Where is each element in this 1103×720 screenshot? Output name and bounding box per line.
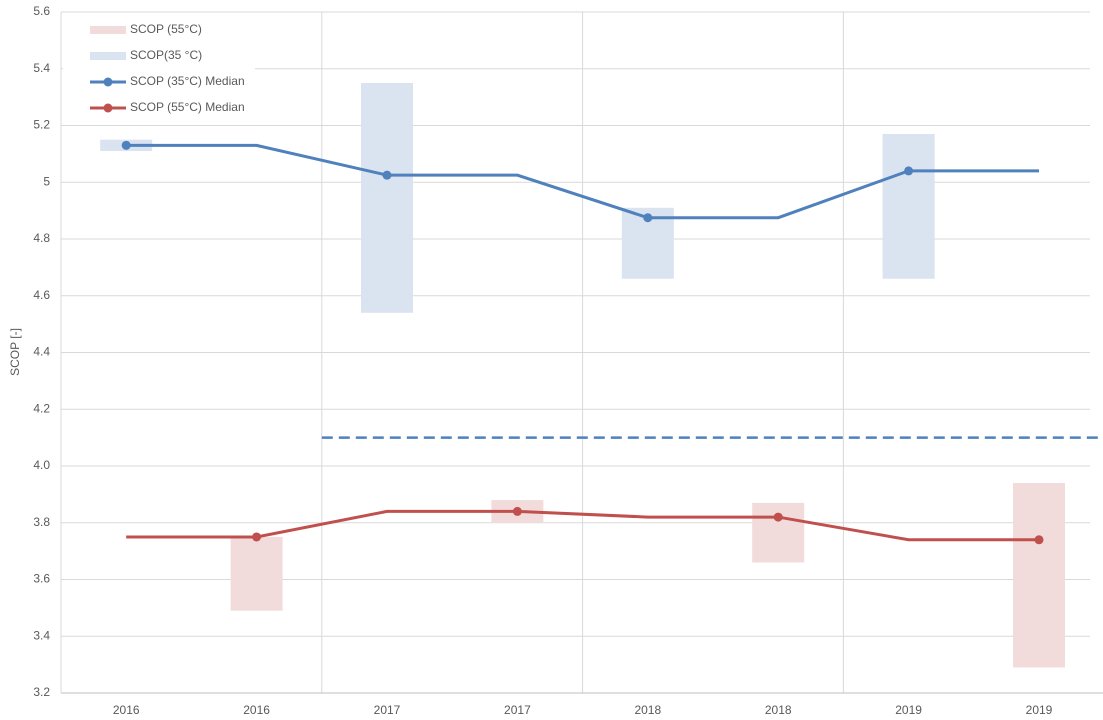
median-line: [126, 509, 1039, 542]
y-tick-label: 4.2: [33, 401, 50, 415]
median-marker: [904, 166, 914, 176]
median-marker: [773, 512, 783, 522]
legend-label: SCOP (35°C) Median: [130, 74, 245, 88]
x-tick-label: 2019: [1026, 703, 1053, 717]
y-tick-label: 4.0: [33, 458, 50, 472]
x-tick-label: 2019: [895, 703, 922, 717]
y-tick-label: 3.2: [33, 685, 50, 699]
median-marker: [643, 213, 653, 223]
range-bar: [361, 82, 413, 313]
legend-swatch: [103, 77, 113, 87]
y-tick-label: 4.4: [33, 345, 50, 359]
median-line: [126, 143, 1039, 220]
median-marker: [252, 532, 262, 542]
y-tick-label: 5.6: [33, 4, 50, 18]
range-bar: [752, 502, 805, 563]
y-tick-label: 4.6: [33, 288, 50, 302]
legend-label: SCOP(35 °C): [130, 48, 202, 62]
median-marker: [1034, 535, 1044, 545]
legend-swatch: [90, 52, 126, 60]
x-tick-label: 2016: [243, 703, 270, 717]
x-tick-label: 2016: [113, 703, 140, 717]
y-tick-label: 5: [43, 174, 50, 188]
median-marker: [512, 506, 522, 516]
x-tick-label: 2018: [765, 703, 792, 717]
range-bar: [1013, 483, 1065, 668]
legend-label: SCOP (55°C) Median: [130, 100, 245, 114]
median-marker: [382, 170, 392, 180]
y-tick-label: 5.2: [33, 118, 50, 132]
range-bar: [882, 134, 935, 279]
x-tick-label: 2017: [504, 703, 531, 717]
x-tick-label: 2017: [374, 703, 401, 717]
y-tick-label: 3.6: [33, 572, 50, 586]
legend-swatch: [90, 26, 126, 34]
range-bar: [230, 536, 283, 611]
y-tick-label: 5.4: [33, 61, 50, 75]
legend-swatch: [103, 103, 113, 113]
y-tick-label: 3.4: [33, 628, 50, 642]
y-tick-label: 4.8: [33, 231, 50, 245]
legend-label: SCOP (55°C): [130, 22, 202, 36]
y-axis-label: SCOP [-]: [8, 328, 22, 376]
median-marker: [121, 140, 131, 150]
y-tick-label: 3.8: [33, 515, 50, 529]
x-tick-label: 2018: [634, 703, 661, 717]
